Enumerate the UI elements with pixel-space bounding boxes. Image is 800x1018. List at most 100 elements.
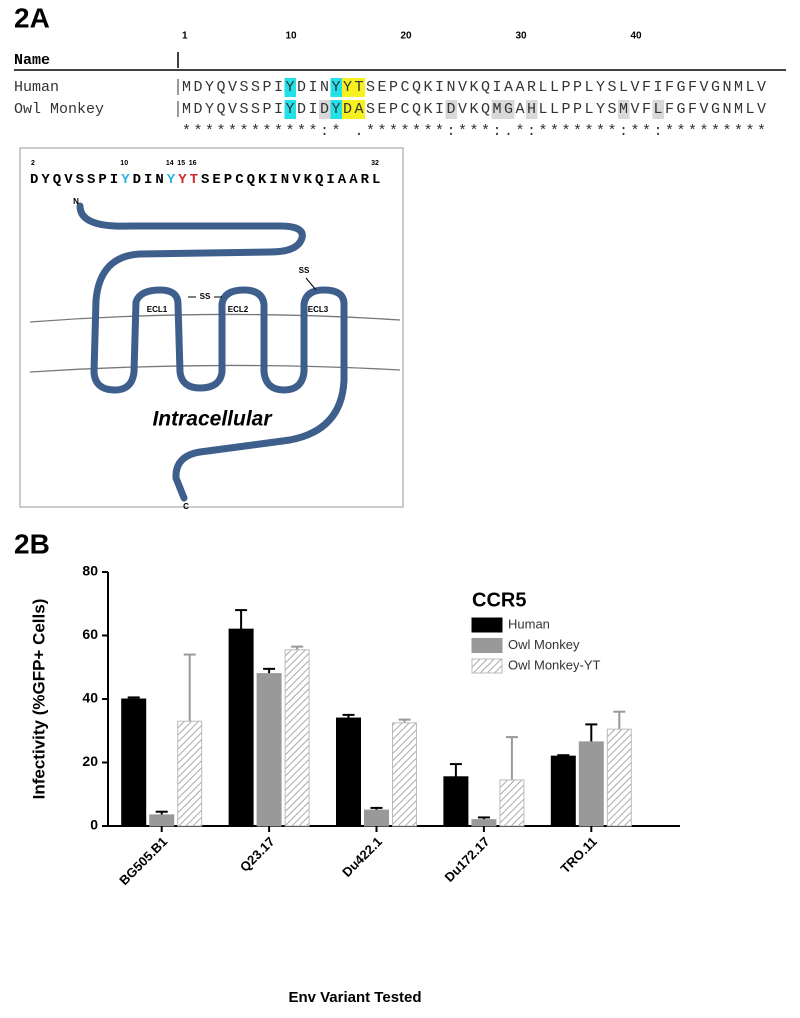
residue: Q	[481, 101, 490, 118]
residue: S	[366, 101, 375, 118]
residue: :	[654, 123, 663, 140]
residue: V	[292, 172, 301, 188]
residue: M	[182, 101, 191, 118]
residue: N	[447, 79, 456, 96]
residue-highlight	[618, 100, 630, 119]
residue: I	[274, 79, 283, 96]
residue: *	[677, 123, 686, 140]
residue-highlight	[319, 100, 331, 119]
residue-highlight	[330, 100, 342, 119]
residue: M	[182, 79, 191, 96]
bar	[121, 698, 147, 827]
residue: *	[412, 123, 421, 140]
x-tick-label: TRO.11	[558, 834, 600, 876]
consensus: * * * * * * * * * * * *: * . * * * * * * *: * * *:. *: * * * * * * *: *…	[182, 123, 766, 140]
residue: *	[286, 123, 295, 140]
residue: L	[746, 79, 755, 96]
residue: *	[585, 123, 594, 140]
membrane	[29, 313, 401, 373]
residue: Y	[205, 101, 214, 118]
residue: A	[338, 172, 347, 188]
residue: *	[723, 123, 732, 140]
residue: *	[389, 123, 398, 140]
residue: V	[631, 79, 640, 96]
residue: *	[401, 123, 410, 140]
residue: .	[355, 123, 364, 140]
residue-number: 16	[189, 160, 197, 167]
bar	[177, 720, 203, 827]
residue: F	[665, 79, 674, 96]
name-header: Name	[14, 52, 50, 69]
ruler-number: 40	[631, 31, 643, 42]
residue: S	[76, 172, 84, 188]
bar	[336, 717, 361, 827]
residue: *	[205, 123, 214, 140]
residue: *	[665, 123, 674, 140]
bar	[364, 809, 389, 827]
residue-number: 32	[371, 160, 379, 167]
diagram-label: SS	[200, 292, 211, 301]
residue: *	[366, 123, 375, 140]
residue: :	[447, 123, 456, 140]
residue: S	[240, 79, 249, 96]
x-tick-label: BG505.B1	[116, 834, 170, 888]
residue: I	[435, 101, 444, 118]
residue-highlight	[503, 100, 515, 119]
residue: I	[309, 101, 318, 118]
residue: G	[711, 101, 720, 118]
residue: E	[378, 79, 387, 96]
x-tick-label: Du172.17	[441, 834, 492, 885]
residue-highlight	[353, 100, 365, 119]
residue-highlight	[284, 78, 296, 97]
diagram-label: Intracellular	[152, 408, 273, 431]
residue: R	[527, 79, 536, 96]
residue: A	[355, 101, 364, 118]
diagram-label: N	[73, 197, 79, 206]
residue: P	[389, 79, 398, 96]
residue: D	[194, 79, 203, 96]
residue: L	[372, 172, 380, 188]
legend-swatch	[471, 617, 503, 633]
residue: L	[585, 101, 594, 118]
residue: V	[64, 172, 73, 188]
residue: D	[447, 101, 456, 118]
residue: L	[654, 101, 663, 118]
residue-highlight	[330, 78, 342, 97]
residue: P	[573, 79, 582, 96]
ruler-number: 20	[401, 31, 413, 42]
bar	[471, 819, 497, 827]
residue: D	[297, 101, 306, 118]
residue: L	[539, 101, 548, 118]
residue-highlight	[342, 78, 354, 97]
residue: *	[481, 123, 490, 140]
residue: S	[608, 79, 617, 96]
y-tick-label: 0	[90, 817, 98, 833]
residue: L	[619, 79, 628, 96]
residue: A	[349, 172, 358, 188]
residue: C	[401, 79, 410, 96]
residue: L	[550, 101, 559, 118]
residue: :	[493, 123, 502, 140]
bar	[149, 814, 175, 827]
residue: Y	[178, 172, 187, 188]
residue: *	[435, 123, 444, 140]
residue: P	[562, 101, 571, 118]
residue: Y	[596, 79, 605, 96]
residue: Q	[481, 79, 490, 96]
bar	[228, 628, 254, 827]
residue: I	[144, 172, 152, 188]
residue: P	[573, 101, 582, 118]
residue: *	[688, 123, 697, 140]
residue: M	[734, 79, 743, 96]
residue: Y	[41, 172, 50, 188]
residue-number: 14	[166, 160, 174, 167]
residue: V	[458, 101, 467, 118]
residue: *	[631, 123, 640, 140]
residue: V	[631, 101, 640, 118]
residue: K	[304, 172, 313, 188]
residue: P	[224, 172, 232, 188]
residue: P	[562, 79, 571, 96]
